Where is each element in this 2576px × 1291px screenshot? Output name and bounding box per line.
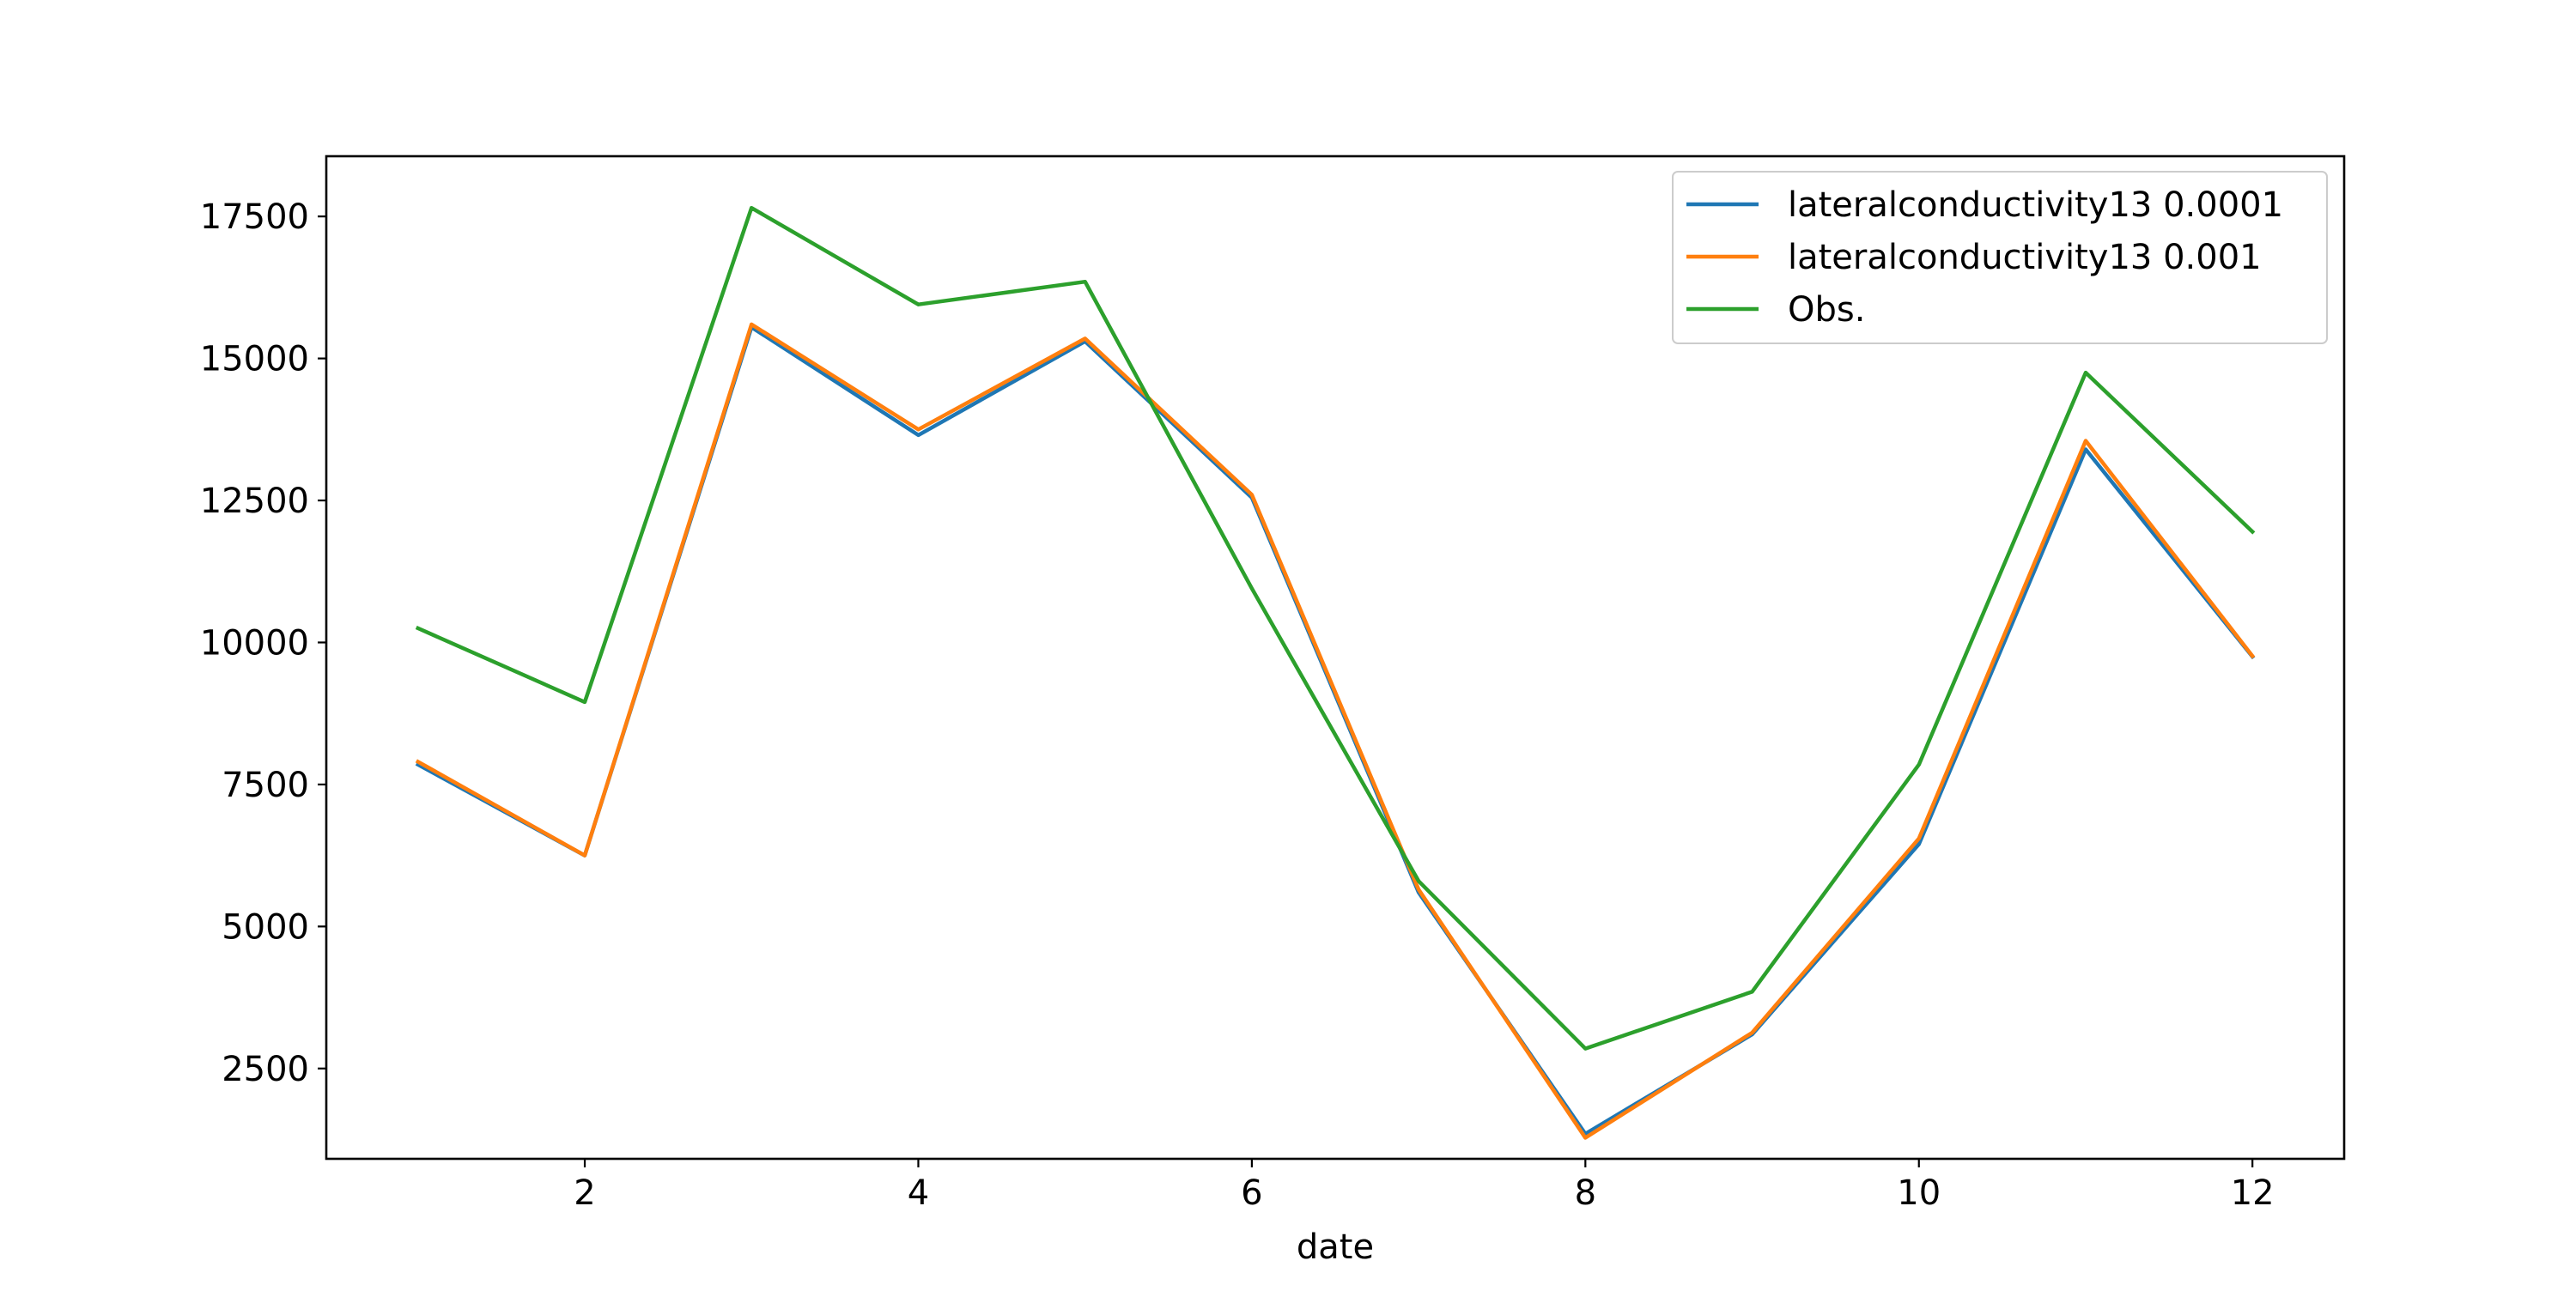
x-tick-label: 8 (1575, 1173, 1596, 1213)
y-tick-label: 5000 (222, 907, 309, 947)
y-axis-ticks: 2500 5000 7500 10000 12500 15000 17500 (200, 197, 326, 1089)
y-tick-label: 17500 (200, 197, 309, 237)
y-tick-label: 15000 (200, 340, 309, 379)
plot-frame (325, 155, 2346, 1161)
legend-label-1: lateralconductivity13 0.001 (1788, 238, 2262, 277)
x-tick-label: 4 (908, 1173, 929, 1213)
x-tick-label: 10 (1897, 1173, 1941, 1213)
legend-box (1672, 171, 2328, 344)
legend-label-2: Obs. (1788, 290, 1865, 330)
x-tick-label: 2 (574, 1173, 595, 1213)
series-line-2 (415, 205, 2256, 1051)
x-tick-label: 12 (2231, 1173, 2275, 1213)
series-layer (415, 205, 2256, 1140)
x-axis-label: date (1297, 1227, 1374, 1267)
y-tick-label: 12500 (200, 482, 309, 521)
legend-label-0: lateralconductivity13 0.0001 (1788, 185, 2283, 225)
y-tick-label: 2500 (222, 1050, 309, 1089)
legend: lateralconductivity13 0.0001 lateralcondu… (1672, 171, 2328, 344)
y-tick-label: 10000 (200, 623, 309, 663)
x-tick-label: 6 (1241, 1173, 1262, 1213)
y-tick-label: 7500 (222, 766, 309, 805)
x-axis-ticks: 2 4 6 8 10 12 (574, 1159, 2275, 1213)
series-line-1 (415, 322, 2256, 1140)
